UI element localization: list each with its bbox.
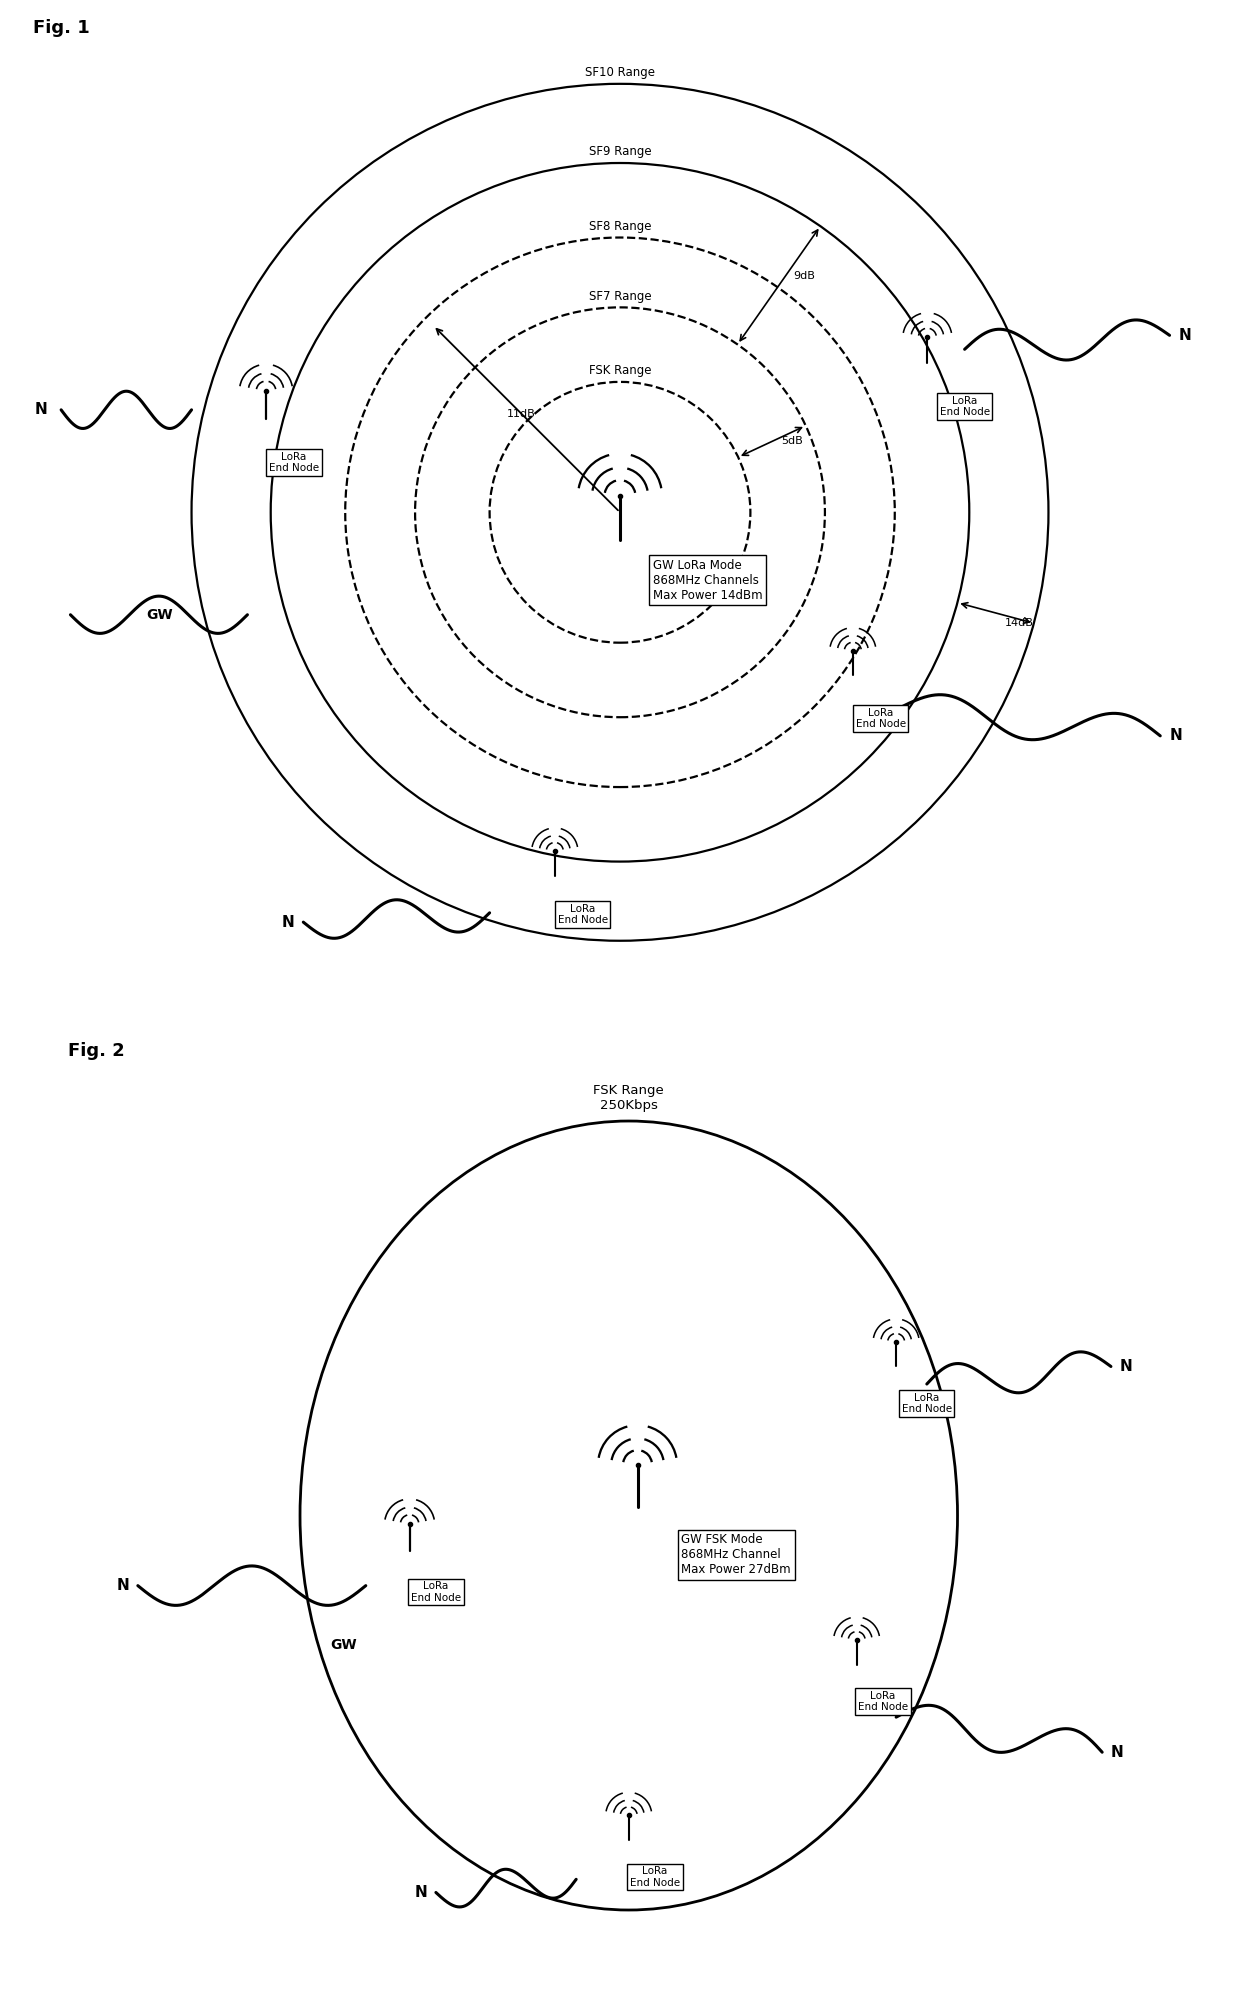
Text: LoRa
End Node: LoRa End Node xyxy=(901,1392,952,1414)
Text: N: N xyxy=(117,1579,129,1593)
Text: N: N xyxy=(1120,1358,1132,1374)
Text: GW: GW xyxy=(146,609,172,621)
Text: 5dB: 5dB xyxy=(781,436,804,446)
Text: LoRa
End Node: LoRa End Node xyxy=(856,707,906,729)
Text: LoRa
End Node: LoRa End Node xyxy=(410,1581,461,1603)
Text: SF8 Range: SF8 Range xyxy=(589,219,651,233)
Text: Fig. 1: Fig. 1 xyxy=(33,18,91,36)
Text: N: N xyxy=(1179,327,1192,344)
Text: N: N xyxy=(414,1884,427,1901)
Text: GW FSK Mode
868MHz Channel
Max Power 27dBm: GW FSK Mode 868MHz Channel Max Power 27d… xyxy=(681,1533,791,1575)
Text: LoRa
End Node: LoRa End Node xyxy=(858,1692,908,1712)
Text: GW LoRa Mode
868MHz Channels
Max Power 14dBm: GW LoRa Mode 868MHz Channels Max Power 1… xyxy=(652,559,763,603)
Text: N: N xyxy=(1111,1744,1123,1760)
Text: SF7 Range: SF7 Range xyxy=(589,289,651,303)
Text: 14dB: 14dB xyxy=(1004,617,1034,627)
Text: SF9 Range: SF9 Range xyxy=(589,145,651,159)
Text: N: N xyxy=(281,914,294,930)
Text: FSK Range
250Kbps: FSK Range 250Kbps xyxy=(594,1085,665,1113)
Text: LoRa
End Node: LoRa End Node xyxy=(630,1866,680,1888)
Text: N: N xyxy=(35,402,47,418)
Text: 9dB: 9dB xyxy=(792,271,815,281)
Text: SF10 Range: SF10 Range xyxy=(585,66,655,78)
Text: LoRa
End Node: LoRa End Node xyxy=(558,904,608,924)
Text: N: N xyxy=(1169,729,1182,743)
Text: FSK Range: FSK Range xyxy=(589,364,651,378)
Text: Fig. 2: Fig. 2 xyxy=(68,1043,124,1061)
Text: LoRa
End Node: LoRa End Node xyxy=(940,396,990,418)
Text: GW: GW xyxy=(330,1637,357,1651)
Text: 11dB: 11dB xyxy=(507,410,536,418)
Text: LoRa
End Node: LoRa End Node xyxy=(269,452,319,474)
